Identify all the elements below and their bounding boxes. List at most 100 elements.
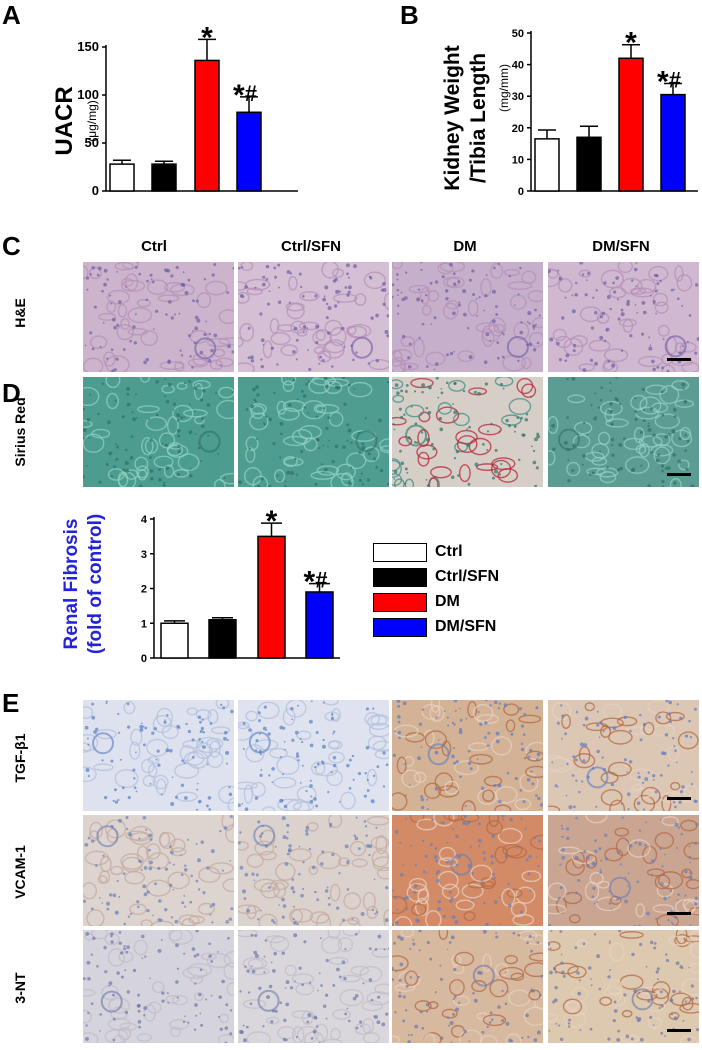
nucleus: [253, 398, 256, 401]
tubule: [393, 478, 405, 487]
micrograph-he-ctrl: [83, 262, 234, 372]
nucleus: [535, 323, 537, 326]
tubule: [151, 980, 165, 994]
tubule: [276, 324, 296, 332]
nucleus: [590, 978, 592, 980]
tubule: [296, 328, 308, 337]
tubule: [266, 1016, 280, 1025]
nucleus: [640, 464, 643, 467]
legend-swatch-dm-sfn: [373, 617, 427, 637]
nucleus: [556, 721, 560, 725]
nucleus: [612, 281, 615, 285]
nucleus: [238, 803, 241, 808]
nucleus: [199, 350, 204, 355]
nucleus: [440, 388, 443, 390]
nucleus: [170, 316, 174, 320]
glomerulus: [586, 766, 609, 789]
nucleus: [495, 931, 498, 934]
nucleus: [211, 921, 214, 924]
nucleus: [694, 351, 698, 355]
nucleus: [407, 356, 410, 360]
nucleus: [145, 828, 148, 831]
nucleus: [439, 427, 444, 432]
nucleus: [274, 275, 278, 279]
nucleus: [434, 280, 439, 284]
tubule: [316, 465, 340, 476]
tubule: [137, 468, 148, 481]
tubule: [192, 353, 208, 366]
nucleus: [314, 294, 318, 298]
nucleus: [438, 416, 443, 421]
tubule: [507, 281, 533, 290]
nucleus: [528, 934, 532, 939]
nucleus: [277, 300, 282, 304]
nucleus: [561, 737, 563, 740]
nucleus: [558, 276, 563, 281]
nucleus: [530, 395, 533, 398]
tubule: [146, 879, 171, 897]
tubule: [428, 477, 439, 487]
tubule: [444, 780, 460, 795]
nucleus: [142, 743, 146, 747]
legend-label-dm: DM: [435, 593, 460, 610]
nucleus: [455, 1007, 460, 1012]
nucleus: [330, 713, 334, 716]
nucleus: [375, 465, 379, 469]
nucleus: [308, 847, 312, 851]
nucleus: [368, 978, 373, 982]
nucleus: [626, 302, 630, 306]
nucleus: [189, 355, 192, 358]
nucleus: [504, 854, 509, 859]
nucleus: [294, 980, 296, 983]
tubule: [505, 845, 528, 859]
tubule: [262, 340, 273, 359]
nucleus: [459, 707, 461, 710]
nucleus: [560, 704, 563, 707]
nucleus: [673, 431, 676, 434]
nucleus: [343, 346, 346, 348]
nucleus: [162, 483, 166, 487]
tubule: [324, 711, 340, 722]
nucleus: [504, 1002, 508, 1006]
nucleus: [199, 1012, 202, 1015]
nucleus: [133, 777, 136, 780]
nucleus: [566, 378, 569, 381]
nucleus: [126, 945, 130, 949]
nucleus: [292, 918, 295, 921]
nucleus: [610, 782, 615, 787]
tubule: [681, 868, 693, 879]
tubule: [367, 735, 387, 751]
nucleus: [210, 960, 214, 963]
nucleus: [311, 865, 316, 870]
nucleus: [599, 335, 604, 340]
nucleus: [566, 416, 569, 419]
nucleus: [679, 716, 683, 720]
nucleus: [132, 768, 136, 772]
nucleus: [331, 852, 335, 857]
nucleus: [133, 786, 137, 790]
nucleus: [392, 889, 394, 892]
nucleus: [211, 273, 215, 277]
nucleus: [660, 464, 665, 468]
nucleus: [300, 893, 304, 898]
nucleus: [636, 311, 638, 314]
nucleus: [327, 790, 330, 794]
tubule: [136, 298, 151, 308]
nucleus: [654, 289, 658, 293]
nucleus: [493, 266, 496, 270]
nucleus: [394, 829, 399, 834]
scale-bar: [667, 797, 691, 800]
tubule: [214, 478, 226, 487]
nucleus: [607, 770, 610, 772]
tubule: [452, 412, 470, 427]
nucleus: [291, 738, 295, 742]
nucleus: [116, 971, 120, 975]
micrograph-nt-dm: [392, 930, 543, 1043]
tubule: [599, 996, 613, 1006]
tubule: [337, 857, 351, 867]
nucleus: [153, 726, 157, 731]
nucleus: [674, 805, 677, 809]
tubule: [503, 268, 521, 277]
nucleus: [532, 449, 536, 453]
